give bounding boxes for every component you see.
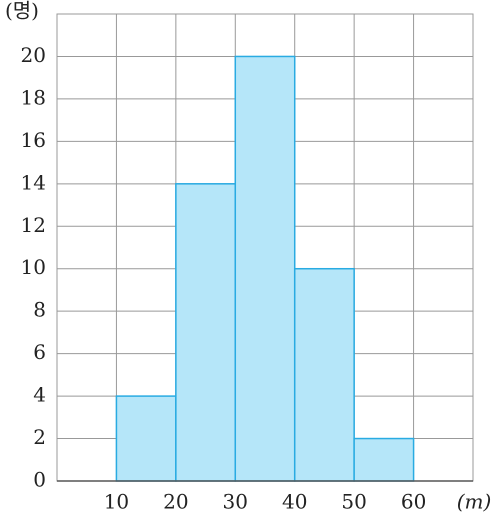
x-axis-label: (m) xyxy=(457,490,492,514)
y-tick-label: 16 xyxy=(21,128,46,152)
y-tick-label: 4 xyxy=(33,383,46,407)
y-tick-label: 2 xyxy=(33,425,46,449)
y-tick-label: 0 xyxy=(33,468,46,492)
x-tick-label: 40 xyxy=(282,490,307,514)
x-tick-label: 30 xyxy=(223,490,248,514)
bar xyxy=(234,55,296,482)
y-tick-label: 8 xyxy=(33,298,46,322)
y-tick-label: 10 xyxy=(21,255,46,279)
y-tick-label: 6 xyxy=(33,340,46,364)
y-axis-label: (명) xyxy=(5,0,39,23)
y-tick-label: 12 xyxy=(21,213,46,237)
bar xyxy=(353,437,415,482)
bar xyxy=(293,267,355,482)
bar xyxy=(175,183,237,482)
bar xyxy=(115,395,177,482)
x-tick-label: 20 xyxy=(163,490,188,514)
x-tick-label: 10 xyxy=(104,490,129,514)
x-tick-label: 60 xyxy=(401,490,426,514)
y-tick-label: 18 xyxy=(21,85,46,109)
y-tick-label: 14 xyxy=(21,170,46,194)
x-tick-label: 50 xyxy=(341,490,366,514)
y-tick-label: 20 xyxy=(21,43,46,67)
